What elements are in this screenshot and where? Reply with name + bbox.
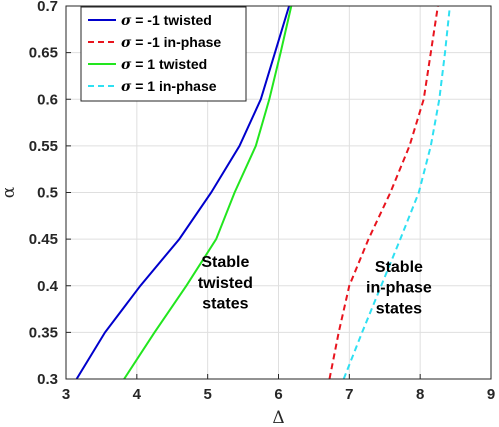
y-tick-label: 0.3 <box>37 371 58 388</box>
y-tick-label: 0.5 <box>37 185 58 202</box>
y-axis-ticks: 0.3 0.35 0.4 0.45 0.5 0.55 0.6 0.65 0.7 <box>29 0 71 388</box>
x-axis-ticks: 3 4 5 6 7 8 9 <box>62 374 495 403</box>
legend-entry-2: σ = -1 in-phase <box>121 34 221 51</box>
x-tick-label: 6 <box>274 386 282 403</box>
x-tick-label: 8 <box>416 386 424 403</box>
y-tick-label: 0.65 <box>29 45 58 62</box>
legend-entry-1: σ = -1 twisted <box>121 12 212 29</box>
legend-entry-3: σ = 1 twisted <box>121 56 207 73</box>
series-line-1 <box>75 6 291 379</box>
y-tick-label: 0.6 <box>37 91 58 108</box>
x-tick-label: 4 <box>133 386 142 403</box>
y-axis-label: α <box>0 186 19 198</box>
y-tick-label: 0.4 <box>37 278 59 295</box>
x-tick-label: 5 <box>203 386 211 403</box>
y-tick-label: 0.45 <box>29 231 58 248</box>
series-lines <box>75 6 451 379</box>
legend: σ = -1 twisted σ = -1 in-phase σ = 1 twist… <box>80 6 247 102</box>
y-tick-label: 0.55 <box>29 138 58 155</box>
x-tick-label: 3 <box>62 386 70 403</box>
annotation-2: Stable in-phase states <box>366 259 432 318</box>
grid <box>65 5 492 380</box>
legend-entry-4: σ = 1 in-phase <box>121 78 217 95</box>
y-tick-label: 0.7 <box>37 0 58 15</box>
series-line-4 <box>342 6 451 379</box>
x-axis-label: Δ <box>272 408 284 427</box>
series-line-2 <box>328 6 439 379</box>
x-tick-label: 9 <box>487 386 495 403</box>
y-tick-label: 0.35 <box>29 324 58 341</box>
annotation-1: Stable twisted states <box>198 254 253 313</box>
x-tick-label: 7 <box>345 386 353 403</box>
annotations: Stable twisted states Stable in-phase states <box>198 254 432 317</box>
series-line-3 <box>123 6 293 379</box>
